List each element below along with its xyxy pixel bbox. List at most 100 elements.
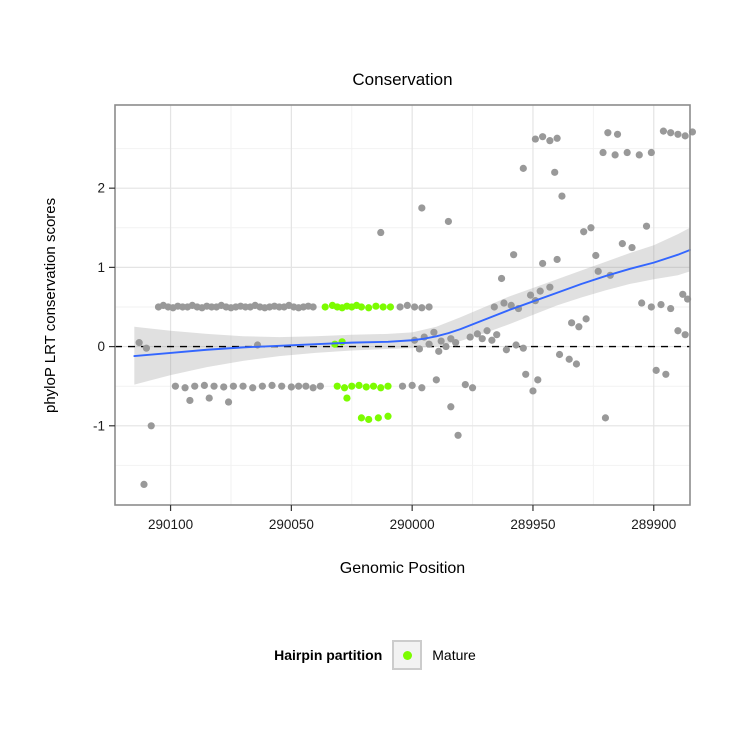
data-point: [181, 384, 189, 392]
gray-points: [135, 127, 697, 489]
data-point: [224, 398, 233, 406]
data-point: [147, 422, 155, 430]
data-point: [415, 345, 424, 353]
data-point: [437, 337, 445, 345]
data-point: [309, 303, 317, 311]
data-point: [340, 384, 349, 392]
data-point: [442, 342, 450, 351]
data-point: [377, 384, 385, 392]
data-point: [186, 396, 194, 405]
data-point: [466, 333, 474, 341]
data-point: [435, 347, 443, 355]
data-point: [278, 382, 286, 390]
data-point: [572, 360, 581, 368]
data-point: [647, 148, 655, 157]
data-point: [398, 382, 407, 390]
data-point: [674, 327, 682, 335]
data-point: [357, 414, 366, 422]
data-point: [425, 340, 433, 348]
data-point: [604, 129, 612, 137]
data-point: [403, 301, 411, 309]
legend-key: [392, 640, 423, 670]
data-point: [488, 336, 496, 344]
data-point: [483, 327, 491, 335]
data-point: [362, 383, 370, 391]
x-tick-label: 290100: [148, 517, 193, 532]
data-point: [582, 315, 590, 323]
data-point: [507, 301, 515, 309]
data-point: [519, 164, 527, 172]
data-point: [611, 151, 619, 159]
data-point: [659, 127, 668, 135]
data-point: [592, 251, 600, 260]
data-point: [461, 381, 469, 389]
data-point: [679, 290, 687, 298]
data-point: [338, 338, 346, 346]
legend-item-label: Mature: [432, 647, 476, 663]
data-point: [355, 381, 363, 389]
data-point: [348, 382, 356, 390]
data-point: [657, 301, 665, 309]
x-tick-label: 289950: [510, 517, 555, 532]
data-point: [379, 303, 387, 311]
data-point: [618, 240, 626, 248]
data-point: [396, 303, 404, 311]
data-point: [536, 287, 544, 295]
x-tick-label: 290050: [269, 517, 314, 532]
data-point: [287, 383, 295, 391]
data-point: [674, 130, 682, 138]
data-point: [534, 376, 542, 384]
data-point: [454, 431, 462, 439]
data-point: [210, 382, 218, 390]
data-point: [546, 137, 554, 145]
data-point: [220, 383, 228, 391]
data-point: [493, 331, 501, 339]
data-point: [430, 328, 438, 336]
data-point: [316, 382, 324, 390]
data-point: [365, 304, 373, 312]
data-point: [333, 382, 341, 390]
data-point: [418, 384, 426, 392]
data-point: [372, 302, 380, 310]
data-point: [425, 303, 433, 311]
legend-title: Hairpin partition: [274, 647, 383, 663]
data-point: [444, 217, 453, 226]
y-tick-label: 1: [97, 260, 105, 275]
data-point: [205, 394, 213, 402]
data-point: [638, 299, 646, 307]
data-point: [601, 414, 610, 422]
data-point: [551, 168, 559, 176]
data-point: [268, 381, 276, 389]
data-point: [519, 344, 527, 352]
x-tick-label: 289900: [631, 517, 676, 532]
data-point: [662, 370, 670, 378]
data-point: [478, 335, 486, 343]
data-point: [377, 228, 385, 237]
data-point: [135, 339, 143, 347]
data-point: [531, 135, 539, 143]
data-point: [667, 304, 675, 313]
legend: Hairpin partition Mature: [0, 636, 750, 674]
data-point: [652, 366, 660, 374]
data-point: [374, 414, 382, 422]
data-point: [502, 346, 510, 354]
x-axis: 290100 290050 290000 289950 289900: [148, 505, 676, 532]
data-point: [239, 382, 247, 390]
data-point: [529, 387, 537, 395]
data-point: [553, 134, 561, 142]
data-point: [452, 339, 460, 347]
smooth-line: [133, 249, 691, 358]
data-point: [384, 412, 392, 420]
data-point: [568, 319, 576, 327]
data-point: [497, 274, 506, 283]
data-point: [410, 303, 419, 311]
data-point: [357, 303, 366, 311]
data-point: [142, 344, 151, 352]
data-point: [558, 192, 566, 200]
data-point: [249, 384, 257, 392]
data-point: [526, 291, 535, 299]
data-point: [309, 384, 317, 392]
data-point: [191, 382, 199, 390]
